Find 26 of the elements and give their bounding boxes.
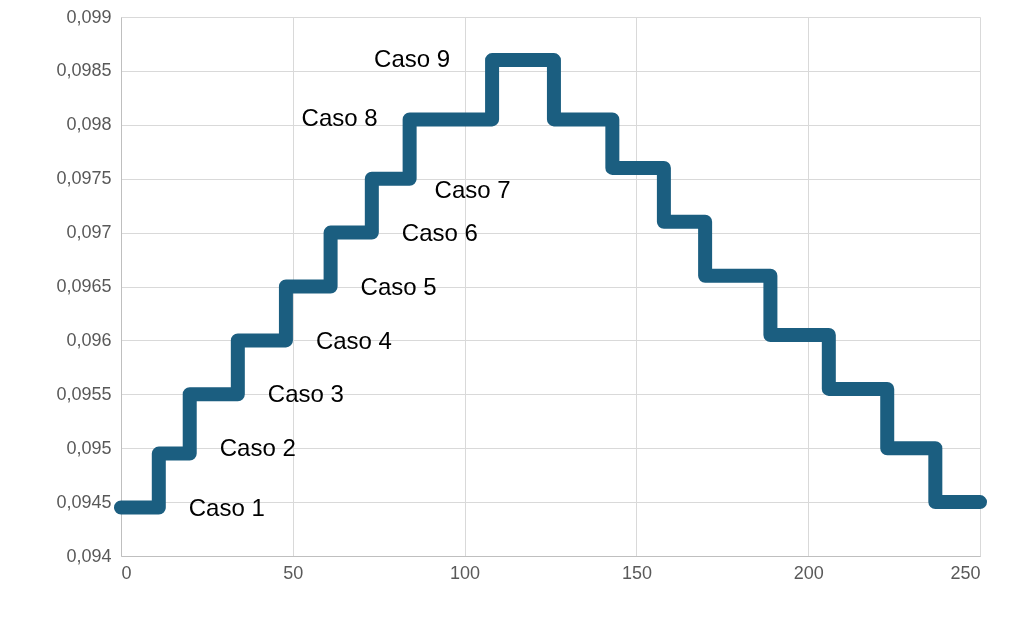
x-tick-label: 200 [793,562,824,583]
y-tick-label: 0,0975 [56,168,112,189]
y-tick-label: 0,095 [66,437,112,458]
y-tick-label: 0,0945 [56,491,112,512]
annotation: Caso 5 [360,272,437,300]
x-tick-label: 0 [121,562,132,583]
annotation: Caso 2 [219,434,296,462]
y-tick-label: 0,0955 [56,383,112,404]
annotation: Caso 7 [434,175,511,203]
y-tick-label: 0,097 [66,222,112,243]
annotation: Caso 1 [188,493,265,521]
y-tick-label: 0,0985 [56,60,112,81]
annotation: Caso 6 [401,218,478,246]
x-tick-label: 250 [950,562,981,583]
x-tick-label: 50 [283,562,304,583]
y-tick-label: 0,096 [66,329,112,350]
annotation: Caso 8 [301,104,378,132]
y-tick-label: 0,099 [66,6,112,27]
x-tick-label: 100 [450,562,481,583]
y-tick-label: 0,0965 [56,276,112,296]
y-tick-label: 0,094 [66,545,112,566]
x-tick-label: 150 [621,562,652,583]
annotation: Caso 4 [315,326,392,354]
y-tick-label: 0,098 [66,114,112,135]
annotation: Caso 9 [374,45,451,73]
annotation: Caso 3 [267,380,344,408]
